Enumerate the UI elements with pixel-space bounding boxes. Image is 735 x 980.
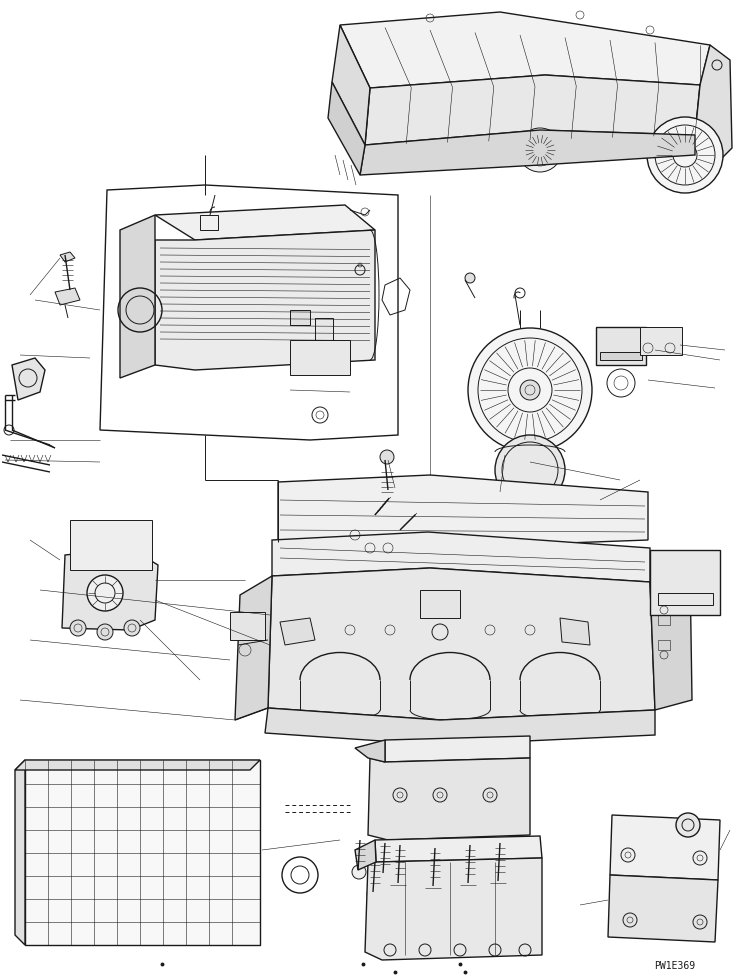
Polygon shape <box>60 252 75 262</box>
Bar <box>658 640 670 650</box>
Bar <box>200 215 218 230</box>
Bar <box>290 310 310 325</box>
Circle shape <box>676 813 700 837</box>
Polygon shape <box>12 358 45 400</box>
Polygon shape <box>155 205 375 240</box>
Polygon shape <box>355 840 376 870</box>
Bar <box>230 612 265 640</box>
Bar <box>70 520 152 570</box>
Polygon shape <box>278 475 648 548</box>
Circle shape <box>97 624 113 640</box>
Bar <box>290 340 350 375</box>
Bar <box>600 352 642 360</box>
Circle shape <box>495 435 565 505</box>
Polygon shape <box>368 758 530 840</box>
Polygon shape <box>360 130 695 175</box>
Polygon shape <box>15 760 25 945</box>
Polygon shape <box>268 568 655 720</box>
Circle shape <box>390 877 406 893</box>
Circle shape <box>465 273 475 283</box>
Bar <box>658 615 670 625</box>
Polygon shape <box>610 815 720 880</box>
Circle shape <box>352 865 366 879</box>
Polygon shape <box>340 12 710 88</box>
Circle shape <box>460 877 476 893</box>
Polygon shape <box>235 576 272 720</box>
Bar <box>315 318 333 340</box>
Circle shape <box>87 575 123 611</box>
Polygon shape <box>695 45 732 165</box>
Circle shape <box>647 117 723 193</box>
Bar <box>420 590 460 618</box>
Circle shape <box>425 880 441 896</box>
Polygon shape <box>280 618 315 645</box>
Bar <box>25 760 260 945</box>
Polygon shape <box>15 760 260 770</box>
Polygon shape <box>155 230 375 370</box>
Polygon shape <box>365 858 542 960</box>
Polygon shape <box>355 740 385 762</box>
Polygon shape <box>650 568 692 710</box>
Circle shape <box>490 875 506 891</box>
Polygon shape <box>272 532 650 582</box>
Polygon shape <box>365 75 700 145</box>
Circle shape <box>520 380 540 400</box>
Circle shape <box>70 620 86 636</box>
Polygon shape <box>328 82 365 175</box>
Circle shape <box>367 887 381 901</box>
Polygon shape <box>62 548 158 630</box>
Circle shape <box>380 450 394 464</box>
Polygon shape <box>560 618 590 645</box>
Circle shape <box>377 868 391 882</box>
Polygon shape <box>265 708 655 745</box>
Polygon shape <box>385 736 530 762</box>
Circle shape <box>124 620 140 636</box>
Polygon shape <box>608 875 718 942</box>
Polygon shape <box>55 288 80 305</box>
Text: PW1E369: PW1E369 <box>654 961 695 971</box>
Circle shape <box>518 128 562 172</box>
Bar <box>658 593 713 605</box>
Bar <box>640 327 682 355</box>
Circle shape <box>468 328 592 452</box>
Bar <box>596 327 646 365</box>
Polygon shape <box>120 215 155 378</box>
Polygon shape <box>375 836 542 862</box>
Polygon shape <box>332 25 370 145</box>
Bar <box>650 550 720 615</box>
